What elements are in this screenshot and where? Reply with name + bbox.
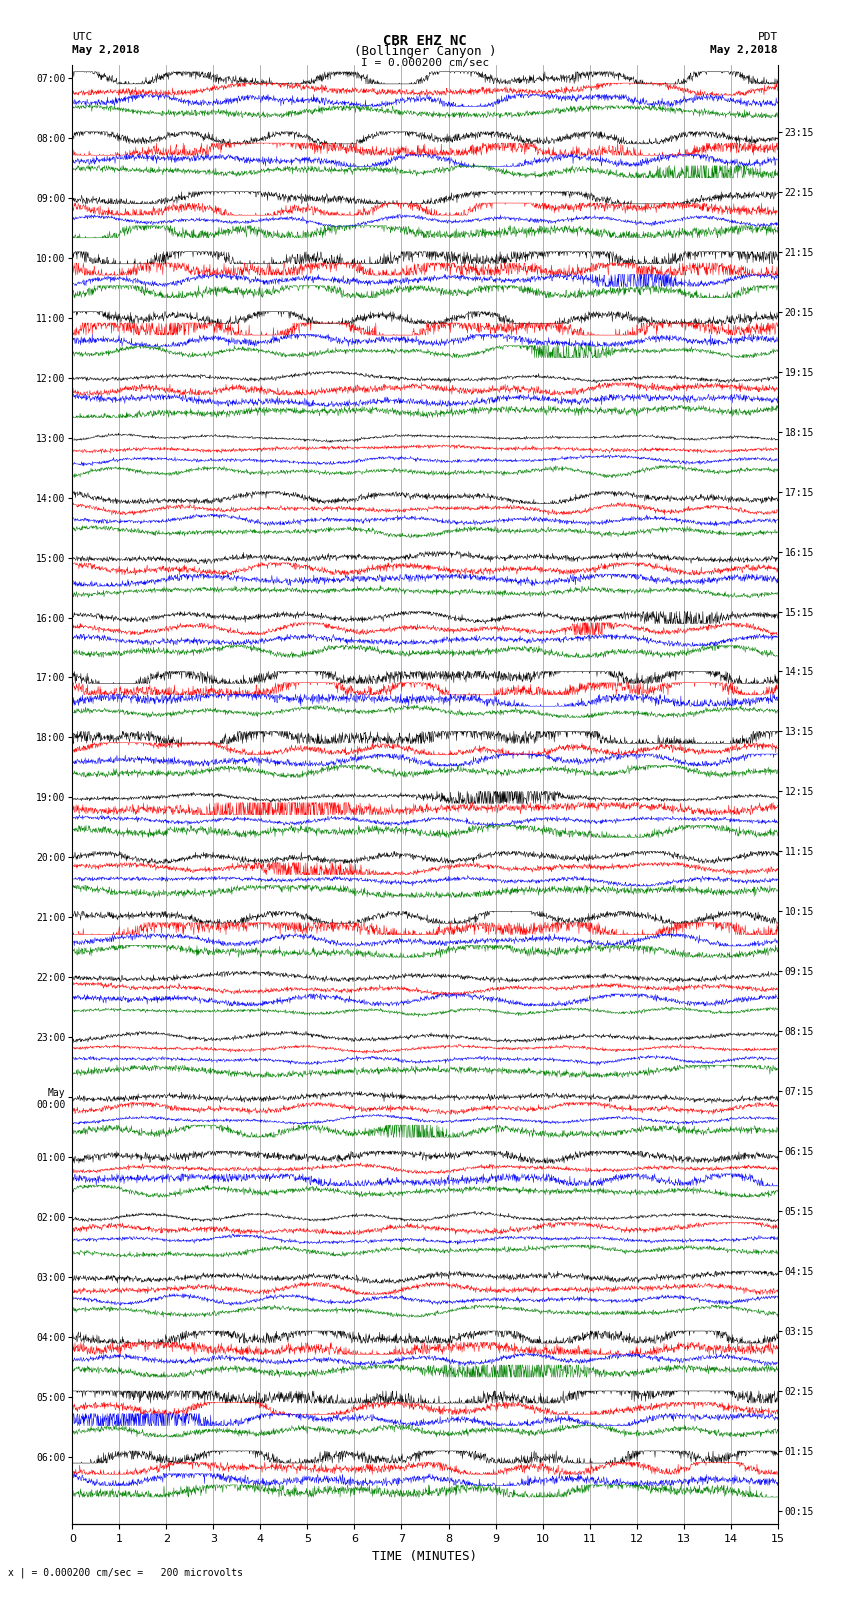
Text: x | = 0.000200 cm/sec =   200 microvolts: x | = 0.000200 cm/sec = 200 microvolts [8, 1566, 243, 1578]
Text: I = 0.000200 cm/sec: I = 0.000200 cm/sec [361, 58, 489, 68]
Text: May 2,2018: May 2,2018 [711, 45, 778, 55]
Text: PDT: PDT [757, 32, 778, 42]
Text: CBR EHZ NC: CBR EHZ NC [383, 34, 467, 48]
Text: (Bollinger Canyon ): (Bollinger Canyon ) [354, 45, 496, 58]
Text: May 2,2018: May 2,2018 [72, 45, 139, 55]
X-axis label: TIME (MINUTES): TIME (MINUTES) [372, 1550, 478, 1563]
Text: UTC: UTC [72, 32, 93, 42]
